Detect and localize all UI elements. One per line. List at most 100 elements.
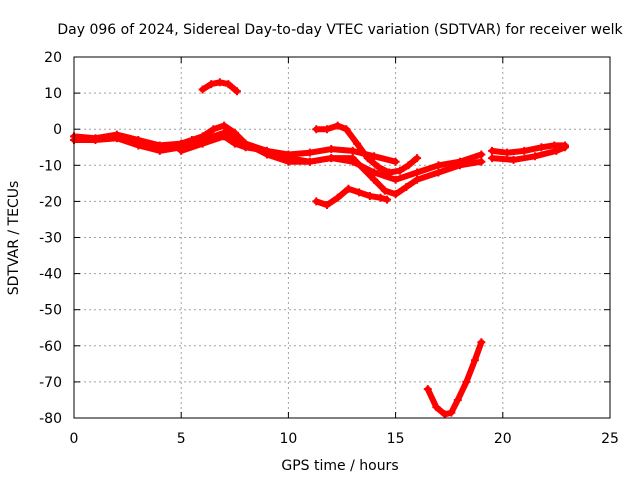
data-point: [112, 134, 121, 143]
series-track-c: [177, 132, 400, 166]
data-point: [391, 175, 400, 184]
data-point: [305, 148, 314, 157]
data-point: [432, 403, 441, 412]
data-point: [413, 168, 422, 177]
data-point: [477, 157, 486, 166]
data-point: [209, 125, 218, 134]
data-point: [312, 125, 321, 134]
data-point: [348, 146, 357, 155]
data-point: [370, 175, 379, 184]
data-point: [91, 136, 100, 145]
x-tick-label: 25: [601, 431, 619, 447]
data-point: [312, 197, 321, 206]
data-point: [355, 188, 364, 197]
data-point: [440, 410, 449, 419]
y-tick-label: 20: [44, 50, 62, 66]
data-point: [370, 168, 379, 177]
data-point: [488, 146, 497, 155]
data-point: [322, 201, 331, 210]
y-tick-label: -80: [39, 411, 62, 427]
data-point: [404, 161, 413, 170]
data-point: [363, 154, 372, 163]
series-track-e: [312, 184, 392, 210]
data-point: [402, 182, 411, 191]
y-tick-label: -20: [39, 194, 62, 210]
data-point: [207, 80, 216, 89]
data-point: [333, 193, 342, 202]
data-point: [177, 146, 186, 155]
data-point: [455, 161, 464, 170]
data-point: [380, 186, 389, 195]
data-point: [322, 125, 331, 134]
data-point: [530, 152, 539, 161]
series-line: [424, 339, 485, 418]
data-point: [477, 150, 486, 159]
data-point: [488, 154, 497, 163]
data-point: [509, 155, 518, 164]
x-tick-label: 10: [279, 431, 297, 447]
series-track-f: [198, 78, 241, 96]
y-tick-label: -30: [39, 231, 62, 247]
data-point: [383, 195, 392, 204]
data-point: [365, 191, 374, 200]
y-tick-label: -70: [39, 375, 62, 391]
y-tick-label: 0: [53, 122, 62, 138]
data-point: [376, 193, 385, 202]
data-point: [395, 166, 404, 175]
series-track-d: [312, 121, 422, 177]
data-point: [374, 163, 383, 172]
chart-title: Day 096 of 2024, Sidereal Day-to-day VTE…: [57, 22, 623, 38]
data-point: [537, 143, 546, 152]
data-point: [477, 338, 486, 347]
data-point: [230, 132, 239, 141]
data-point: [434, 168, 443, 177]
data-point: [305, 157, 314, 166]
data-point: [434, 161, 443, 170]
data-point: [520, 146, 529, 155]
data-point: [462, 377, 471, 386]
axis-ticks: 0 5 10 15 20 25 20 10 0 -10 -20 -30 -40 -50 -60 -70 -80: [39, 50, 619, 447]
data-point: [413, 175, 422, 184]
data-point: [327, 154, 336, 163]
data-point: [327, 145, 336, 154]
data-point: [353, 139, 362, 148]
data-point: [348, 154, 357, 163]
y-tick-label: -60: [39, 339, 62, 355]
grid-lines: [74, 57, 610, 418]
y-tick-label: -10: [39, 158, 62, 174]
data-point: [391, 157, 400, 166]
data-point: [342, 125, 351, 134]
data-point: [284, 150, 293, 159]
data-point: [230, 139, 239, 148]
x-tick-label: 15: [387, 431, 405, 447]
series-track-g: [423, 338, 486, 419]
data-point: [391, 190, 400, 199]
data-point: [232, 87, 241, 96]
data-point: [155, 146, 164, 155]
data-point: [447, 408, 456, 417]
data-point: [344, 184, 353, 193]
data-point: [224, 80, 233, 89]
data-point: [198, 85, 207, 94]
data-point: [503, 148, 512, 157]
data-point: [453, 395, 462, 404]
data-point: [220, 121, 229, 130]
x-tick-label: 0: [70, 431, 79, 447]
data-point: [134, 141, 143, 150]
data-point: [241, 143, 250, 152]
data-point: [215, 78, 224, 87]
data-point: [470, 356, 479, 365]
data-point: [385, 168, 394, 177]
series-track-i: [488, 143, 569, 164]
y-axis-label: SDTVAR / TECUs: [6, 181, 22, 296]
data-point: [552, 146, 561, 155]
data-point: [423, 385, 432, 394]
x-axis-label: GPS time / hours: [281, 458, 398, 474]
data-point: [284, 157, 293, 166]
x-tick-label: 5: [177, 431, 186, 447]
data-point: [370, 152, 379, 161]
data-point: [333, 121, 342, 130]
x-tick-label: 20: [494, 431, 512, 447]
